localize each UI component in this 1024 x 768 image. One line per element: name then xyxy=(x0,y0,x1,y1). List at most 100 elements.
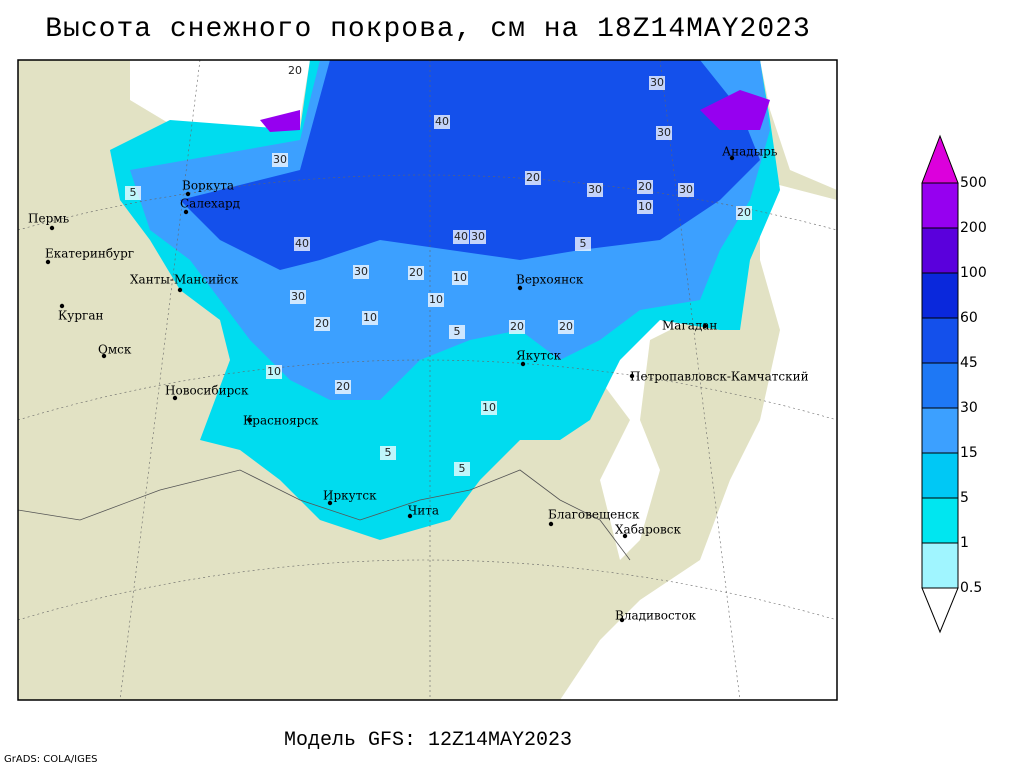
contour-label-bg xyxy=(314,317,330,331)
colorbar-segment xyxy=(921,227,959,274)
city-dot xyxy=(407,513,413,519)
city-label: Екатеринбург xyxy=(45,247,134,261)
sea xyxy=(760,60,837,190)
contour-label: 20 xyxy=(638,180,652,193)
contour-label: 20 xyxy=(526,171,540,184)
contour-label-bg xyxy=(637,200,653,214)
colorbar-label: 45 xyxy=(960,355,978,371)
city-label: Владивосток xyxy=(615,609,697,623)
city-dot xyxy=(548,521,554,527)
title: Высота снежного покрова, см на 18Z14MAY2… xyxy=(45,14,811,45)
contour-label-bg xyxy=(558,320,574,334)
city-label: Курган xyxy=(58,309,103,323)
colorbar-segment xyxy=(921,317,959,364)
contour-label-bg xyxy=(575,237,591,251)
city-dot xyxy=(172,395,178,401)
contour-label: 5 xyxy=(385,446,392,459)
contour-label-bg xyxy=(287,64,303,78)
contour-label-bg xyxy=(736,206,752,220)
contour-label-bg xyxy=(587,183,603,197)
snow-max xyxy=(700,90,770,130)
colorbar-cap xyxy=(921,587,959,634)
colorbar-segment xyxy=(921,452,959,499)
colorbar-segment xyxy=(921,542,959,589)
city-label: Хабаровск xyxy=(615,523,681,537)
city-dot xyxy=(520,361,526,367)
colorbar-label: 200 xyxy=(960,220,987,236)
city-label: Анадырь xyxy=(722,145,778,159)
colorbar-segment xyxy=(921,362,959,409)
contour-label: 30 xyxy=(679,183,693,196)
contour-label: 30 xyxy=(291,290,305,303)
contour-label: 40 xyxy=(454,230,468,243)
contour-label-bg xyxy=(470,230,486,244)
contour-label-bg xyxy=(335,380,351,394)
colorbar-label: 60 xyxy=(960,310,978,326)
colorbar-segment xyxy=(921,272,959,319)
city-dot xyxy=(183,209,189,215)
graticule xyxy=(17,59,838,701)
frame xyxy=(17,59,838,701)
map xyxy=(17,59,838,701)
footer: Модель GFS: 12Z14MAY2023 xyxy=(284,729,572,752)
contour-label-bg xyxy=(637,180,653,194)
contour-label-bg xyxy=(525,171,541,185)
colorbar-cap xyxy=(921,134,959,184)
credit: GrADS: COLA/IGES xyxy=(4,754,98,765)
contour-label-bg xyxy=(125,186,141,200)
contour-label: 20 xyxy=(315,317,329,330)
city-label: Магадан xyxy=(662,319,717,333)
contour-label: 30 xyxy=(471,230,485,243)
colorbar-label: 15 xyxy=(960,445,978,461)
contour-label: 20 xyxy=(510,320,524,333)
colorbar-label: 500 xyxy=(960,175,987,191)
city-dot xyxy=(619,617,625,623)
contour-label: 20 xyxy=(559,320,573,333)
snow-max xyxy=(260,110,300,132)
contour-label: 20 xyxy=(288,64,302,77)
colorbar-label: 1 xyxy=(960,535,969,551)
contour-label-bg xyxy=(454,462,470,476)
contour-label: 5 xyxy=(580,237,587,250)
contour-label-bg xyxy=(294,237,310,251)
city-label: Пермь xyxy=(28,212,70,226)
contour-label: 10 xyxy=(429,293,443,306)
contour-label: 10 xyxy=(267,365,281,378)
contour-label-bg xyxy=(408,266,424,280)
colorbar-label: 0.5 xyxy=(960,580,982,596)
contour-label: 40 xyxy=(295,237,309,250)
contour-label-bg xyxy=(434,115,450,129)
colorbar-label: 100 xyxy=(960,265,987,281)
ocean xyxy=(560,180,837,700)
contour-label-bg xyxy=(380,446,396,460)
contour-label-bg xyxy=(272,153,288,167)
city-dot xyxy=(629,373,635,379)
city-dot xyxy=(177,287,183,293)
city-label: Красноярск xyxy=(243,414,319,428)
city-label: Верхоянск xyxy=(516,273,584,287)
snow-deep xyxy=(180,60,760,270)
contour-label: 10 xyxy=(363,311,377,324)
contour-label: 20 xyxy=(409,266,423,279)
contour-label-bg xyxy=(452,271,468,285)
city-dot xyxy=(327,500,333,506)
contour-label: 30 xyxy=(273,153,287,166)
city-dot xyxy=(517,285,523,291)
contour-label-bg xyxy=(290,290,306,304)
city-label: Омск xyxy=(98,343,132,357)
city-label: Чита xyxy=(408,504,439,518)
city-dot xyxy=(729,155,735,161)
contour-label-bg xyxy=(266,365,282,379)
contour-label-bg xyxy=(428,293,444,307)
cities: Пермь Екатеринбург Курган Омск Новосибирск Кр… xyxy=(28,145,809,623)
city-dot xyxy=(702,323,708,329)
contour-label-bg xyxy=(353,265,369,279)
city-label: Якутск xyxy=(516,349,562,363)
contour-label-bg xyxy=(481,401,497,415)
contour-label: 10 xyxy=(453,271,467,284)
colorbar-segment xyxy=(921,182,959,229)
borders xyxy=(17,469,631,561)
